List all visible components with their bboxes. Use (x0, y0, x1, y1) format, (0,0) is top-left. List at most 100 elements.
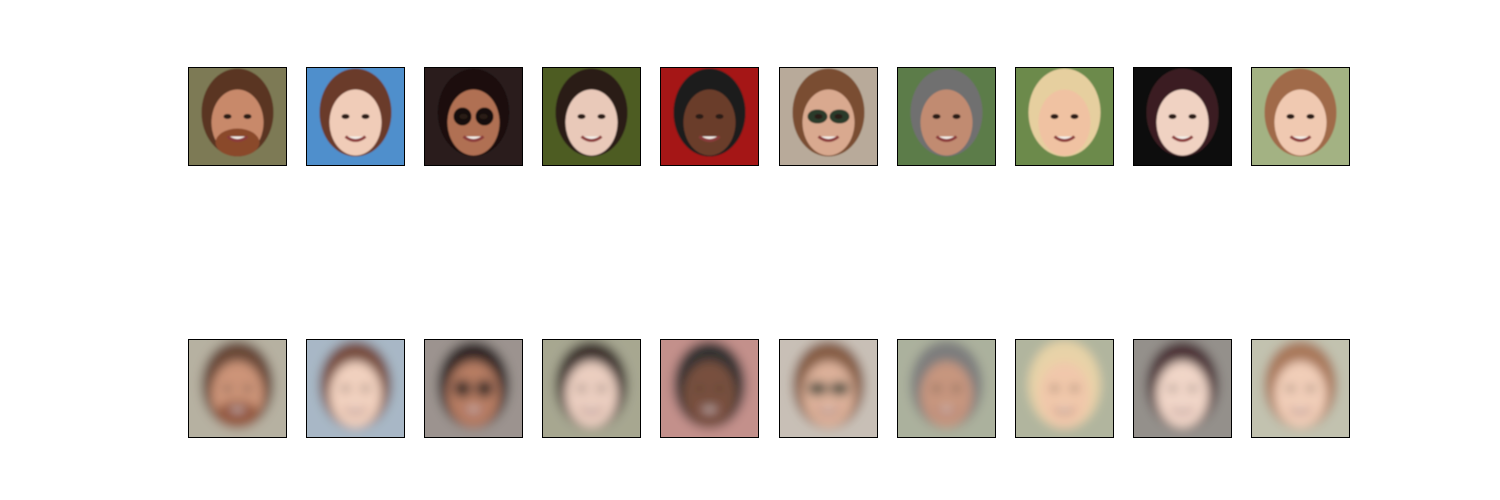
eye (479, 386, 488, 391)
face (1156, 89, 1209, 156)
input-image (542, 67, 641, 166)
image-content (660, 339, 759, 438)
image-frame (306, 339, 405, 438)
eye (361, 386, 370, 391)
face (447, 89, 500, 156)
image-frame (1133, 67, 1232, 166)
eye (952, 386, 961, 391)
mouth (344, 135, 367, 142)
image-frame (779, 339, 878, 438)
image-frame (1015, 339, 1114, 438)
image-content (897, 339, 996, 438)
beard (215, 400, 260, 429)
image-content (1015, 67, 1114, 166)
image-content (1251, 67, 1350, 166)
eye (361, 114, 370, 119)
input-image (1133, 67, 1232, 166)
eye (715, 114, 724, 119)
eye (1070, 114, 1079, 119)
image-content (1015, 339, 1114, 438)
image-content (188, 67, 287, 166)
eye (597, 114, 606, 119)
image-frame (1251, 67, 1350, 166)
eye (1306, 386, 1315, 391)
image-frame (424, 67, 523, 166)
image-frame (779, 67, 878, 166)
input-image (424, 67, 523, 166)
image-frame (1133, 339, 1232, 438)
input-image (897, 67, 996, 166)
image-content (779, 67, 878, 166)
image-frame (188, 67, 287, 166)
image-content (424, 339, 523, 438)
eye (243, 114, 252, 119)
face (683, 89, 736, 156)
eye (597, 386, 606, 391)
reconstructed-image (306, 339, 405, 438)
image-content (1133, 339, 1232, 438)
eye (341, 114, 350, 119)
input-image (779, 67, 878, 166)
face (802, 361, 855, 428)
input-image (306, 67, 405, 166)
eye (223, 386, 232, 391)
reconstructed-image (779, 339, 878, 438)
eye (814, 114, 823, 119)
input-image (188, 67, 287, 166)
image-frame (424, 339, 523, 438)
image-content (660, 67, 759, 166)
mouth (1289, 407, 1312, 414)
image-content (897, 67, 996, 166)
eye (459, 386, 468, 391)
mouth (1289, 135, 1312, 142)
face (565, 361, 618, 428)
image-frame (1251, 339, 1350, 438)
reconstructed-image (542, 339, 641, 438)
mouth (462, 407, 485, 414)
face (920, 361, 973, 428)
input-image (1251, 67, 1350, 166)
mouth (344, 407, 367, 414)
face (1274, 89, 1327, 156)
image-frame (306, 67, 405, 166)
eye (1286, 114, 1295, 119)
eye (715, 386, 724, 391)
face (565, 89, 618, 156)
eye (952, 114, 961, 119)
image-content (779, 339, 878, 438)
eye (834, 386, 843, 391)
reconstructed-image (1015, 339, 1114, 438)
face (683, 361, 736, 428)
reconstructed-image (1251, 339, 1350, 438)
face (447, 361, 500, 428)
image-frame (188, 339, 287, 438)
face (920, 89, 973, 156)
mouth (1053, 407, 1076, 414)
mouth (817, 135, 840, 142)
eye (1188, 114, 1197, 119)
eye (1306, 114, 1315, 119)
eye (1188, 386, 1197, 391)
image-content (542, 67, 641, 166)
image-frame (897, 339, 996, 438)
mouth (226, 135, 249, 142)
eye (695, 386, 704, 391)
eye (1168, 386, 1177, 391)
mouth (698, 407, 721, 414)
mouth (580, 135, 603, 142)
image-content (1133, 67, 1232, 166)
eye (1050, 114, 1059, 119)
mouth (226, 407, 249, 414)
eye (1168, 114, 1177, 119)
image-content (188, 339, 287, 438)
image-frame (542, 339, 641, 438)
face (1038, 89, 1091, 156)
eye (932, 386, 941, 391)
face (329, 361, 382, 428)
eye (243, 386, 252, 391)
eye (479, 114, 488, 119)
mouth (1053, 135, 1076, 142)
image-content (1251, 339, 1350, 438)
eye (814, 386, 823, 391)
